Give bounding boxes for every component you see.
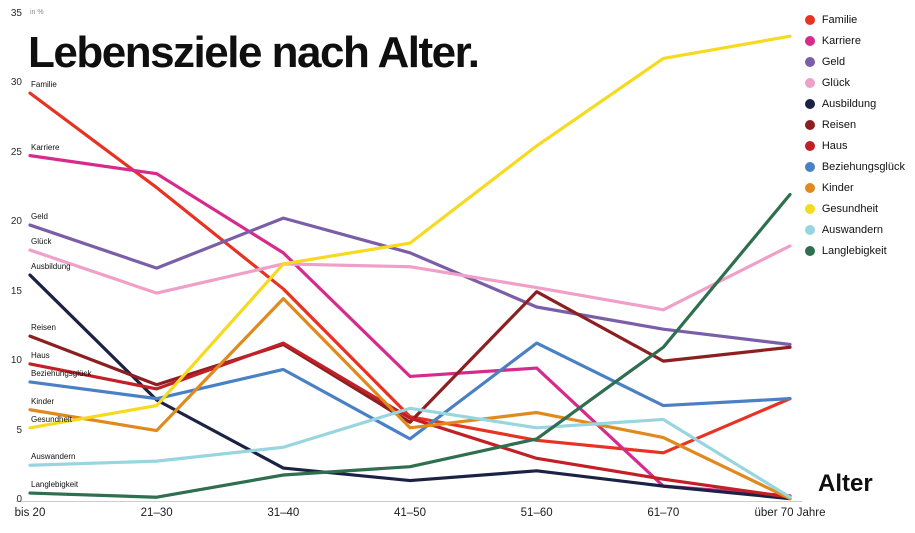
series-line-auswandern (28, 406, 792, 499)
legend-dot-icon (804, 246, 815, 256)
legend-item-geld: Geld (804, 56, 905, 68)
y-tick-label-10: 10 (10, 355, 22, 367)
legend-label: Auswandern (821, 224, 883, 236)
legend-label: Ausbildung (821, 98, 877, 110)
series-start-label-reisen: Reisen (31, 323, 56, 333)
legend-label: Geld (821, 56, 846, 68)
series-line-gesundheit (28, 34, 792, 430)
legend-item-kinder: Kinder (804, 182, 905, 194)
x-tick-label-3: 31–40 (267, 507, 300, 519)
legend-label: Langlebigkeit (821, 245, 887, 257)
series-start-label-familie: Familie (31, 80, 57, 90)
series-start-label-gesundheit: Gesundheit (31, 414, 72, 424)
legend-dot-icon (804, 183, 815, 193)
x-tick-label-1: bis 20 (14, 507, 46, 519)
series-start-label-langlebigkeit: Langlebigkeit (31, 480, 79, 490)
series-start-label-karriere: Karriere (31, 142, 60, 152)
legend-item-auswandern: Auswandern (804, 224, 905, 236)
y-tick-label-15: 15 (10, 285, 22, 297)
series-line-reisen (28, 290, 792, 424)
legend-label: Reisen (821, 119, 857, 131)
x-tick-label-6: 61–70 (647, 507, 680, 519)
legend-dot-icon (804, 99, 815, 109)
legend-item-familie: Familie (804, 14, 905, 26)
y-tick-label-5: 5 (16, 424, 22, 436)
series-start-label-haus: Haus (31, 350, 50, 360)
y-tick-label-35: 35 (10, 8, 22, 19)
legend-dot-icon (804, 57, 815, 67)
legend-label: Haus (821, 140, 848, 152)
legend-item-reisen: Reisen (804, 119, 905, 131)
series-start-label-ausbildung: Ausbildung (31, 262, 71, 272)
legend-item-beziehungsglück: Beziehungsglück (804, 161, 905, 173)
legend-dot-icon (804, 120, 815, 130)
series-start-label-beziehungsglück: Beziehungsglück (31, 368, 92, 378)
legend-item-haus: Haus (804, 140, 905, 152)
series-line-beziehungsglück (28, 341, 792, 441)
x-axis-title: Alter (818, 470, 873, 497)
series-start-label-glück: Glück (31, 237, 52, 247)
legend-item-gesundheit: Gesundheit (804, 203, 905, 215)
y-tick-label-20: 20 (10, 216, 22, 228)
chart-title: Lebensziele nach Alter. (28, 28, 480, 77)
legend-label: Beziehungsglück (821, 161, 905, 173)
series-line-haus (28, 341, 792, 499)
legend-label: Karriere (821, 35, 861, 47)
series-start-label-kinder: Kinder (31, 396, 55, 406)
legend-label: Familie (821, 14, 858, 26)
series-start-label-auswandern: Auswandern (31, 452, 76, 462)
legend-dot-icon (804, 225, 815, 235)
legend-item-karriere: Karriere (804, 35, 905, 47)
x-tick-label-4: 41–50 (394, 507, 426, 519)
legend-label: Gesundheit (821, 203, 879, 215)
legend-dot-icon (804, 36, 815, 46)
legend: Familie Karriere Geld Glück Ausbildung Reisen… (804, 14, 905, 266)
series-line-langlebigkeit (28, 192, 792, 499)
legend-item-glück: Glück (804, 77, 905, 89)
series-line-glück (28, 244, 792, 312)
y-tick-label-25: 25 (10, 146, 22, 158)
legend-item-langlebigkeit: Langlebigkeit (804, 245, 905, 257)
legend-dot-icon (804, 204, 815, 214)
legend-label: Kinder (821, 182, 854, 194)
series-line-kinder (28, 297, 792, 501)
legend-dot-icon (804, 78, 815, 88)
legend-label: Glück (821, 77, 850, 89)
y-tick-label-0: 0 (16, 494, 22, 505)
series-line-familie (28, 91, 792, 455)
y-tick-label-30: 30 (10, 77, 22, 89)
legend-dot-icon (804, 15, 815, 25)
legend-item-ausbildung: Ausbildung (804, 98, 905, 110)
y-axis-unit-label: in % (30, 9, 44, 16)
x-tick-label-7: über 70 Jahre (754, 507, 826, 519)
x-tick-label-2: 21–30 (140, 507, 173, 519)
legend-dot-icon (804, 162, 815, 172)
series-start-label-geld: Geld (31, 212, 48, 222)
x-tick-label-5: 51–60 (520, 507, 553, 519)
series-line-geld (28, 216, 792, 347)
legend-dot-icon (804, 141, 815, 151)
